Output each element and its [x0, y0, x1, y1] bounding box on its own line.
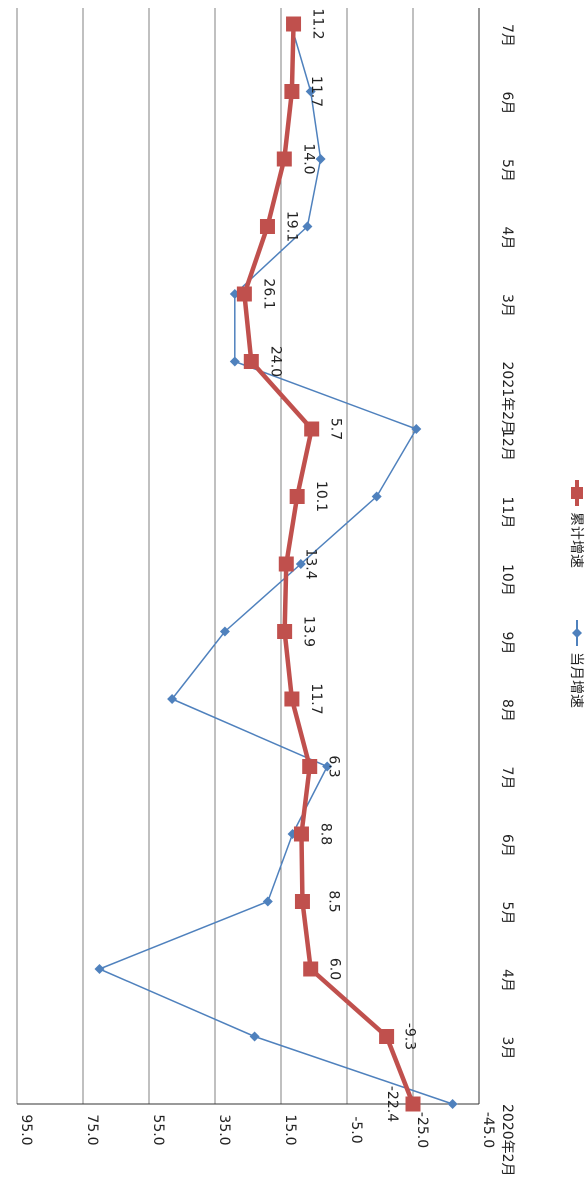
- data-label: 26.1: [260, 278, 276, 309]
- data-point-monthly: [295, 559, 306, 569]
- data-point-cumulative: [286, 16, 302, 32]
- x-tick-label: 3月: [499, 1037, 515, 1060]
- data-label: -22.4: [384, 1086, 400, 1122]
- data-point-cumulative: [236, 286, 252, 302]
- data-point-monthly: [94, 964, 105, 974]
- data-point-cumulative: [289, 489, 305, 504]
- x-tick-label: 12月: [499, 429, 515, 461]
- data-point-cumulative: [259, 219, 275, 234]
- data-label: 19.1: [283, 211, 299, 242]
- x-tick-label: 6月: [499, 92, 515, 115]
- x-tick-label: 2021年2月: [499, 362, 515, 435]
- x-tick-label: 10月: [499, 564, 515, 596]
- data-label: 8.8: [317, 823, 333, 845]
- y-tick-label: -5.0: [348, 1116, 364, 1143]
- data-label: -9.3: [402, 1023, 418, 1050]
- data-point-monthly: [167, 694, 178, 704]
- data-point-cumulative: [277, 624, 293, 639]
- data-point-cumulative: [293, 826, 309, 842]
- x-tick-label: 4月: [499, 969, 515, 992]
- x-tick-label: 5月: [499, 902, 515, 925]
- data-label: 11.7: [308, 683, 324, 714]
- data-point-cumulative: [379, 1029, 395, 1044]
- y-tick-label: 75.0: [84, 1114, 100, 1145]
- legend-label-1: 当月增速: [568, 652, 584, 708]
- data-label: 14.0: [300, 143, 316, 174]
- data-point-cumulative: [294, 894, 310, 909]
- data-point-monthly: [447, 1099, 458, 1109]
- x-tick-label: 5月: [499, 159, 515, 182]
- y-tick-label: -45.0: [480, 1112, 496, 1148]
- data-point-monthly: [229, 356, 240, 367]
- legend-marker-1: [572, 628, 582, 638]
- x-tick-label: 2020年2月: [499, 1104, 515, 1177]
- data-point-cumulative: [303, 961, 319, 977]
- data-point-monthly: [322, 761, 333, 772]
- data-label: 10.1: [313, 481, 329, 512]
- data-point-monthly: [262, 896, 273, 907]
- y-tick-label: -25.0: [414, 1112, 430, 1148]
- data-point-cumulative: [284, 84, 300, 99]
- data-point-cumulative: [284, 691, 300, 707]
- data-point-cumulative: [405, 1096, 421, 1112]
- y-tick-label: 55.0: [150, 1114, 166, 1145]
- x-tick-label: 6月: [499, 834, 515, 857]
- data-label: 13.4: [302, 548, 318, 579]
- data-point-monthly: [371, 491, 382, 502]
- data-point-monthly: [302, 221, 313, 232]
- x-tick-label: 3月: [499, 294, 515, 317]
- data-label: 8.5: [325, 890, 341, 912]
- x-tick-label: 7月: [499, 24, 515, 47]
- legend-marker-2: [571, 487, 583, 499]
- x-tick-label: 8月: [499, 699, 515, 722]
- data-label: 13.9: [301, 616, 317, 647]
- x-tick-label: 7月: [499, 767, 515, 790]
- data-point-monthly: [249, 1031, 260, 1042]
- data-point-monthly: [305, 86, 316, 97]
- y-tick-label: 35.0: [216, 1114, 232, 1145]
- x-tick-label: 9月: [499, 632, 515, 655]
- data-label: 6.3: [326, 755, 342, 777]
- data-point-monthly: [219, 626, 230, 637]
- x-tick-label: 11月: [499, 497, 515, 529]
- legend-label-2: 累计增速: [568, 512, 584, 568]
- data-label: 24.0: [267, 346, 283, 377]
- data-point-monthly: [315, 154, 326, 164]
- data-point-cumulative: [302, 759, 318, 774]
- data-point-cumulative: [276, 151, 292, 167]
- data-point-monthly: [411, 424, 422, 434]
- data-point-cumulative: [243, 354, 259, 369]
- data-label: 5.7: [328, 418, 344, 440]
- y-tick-label: 95.0: [18, 1114, 34, 1145]
- series-line-2: [242, 23, 416, 1105]
- data-label: 11.2: [310, 8, 326, 39]
- data-point-cumulative: [304, 421, 320, 437]
- x-tick-label: 4月: [499, 227, 515, 250]
- data-point-cumulative: [278, 556, 294, 572]
- data-label: 11.7: [308, 76, 324, 107]
- data-label: 6.0: [327, 958, 343, 980]
- y-tick-label: 15.0: [282, 1114, 298, 1145]
